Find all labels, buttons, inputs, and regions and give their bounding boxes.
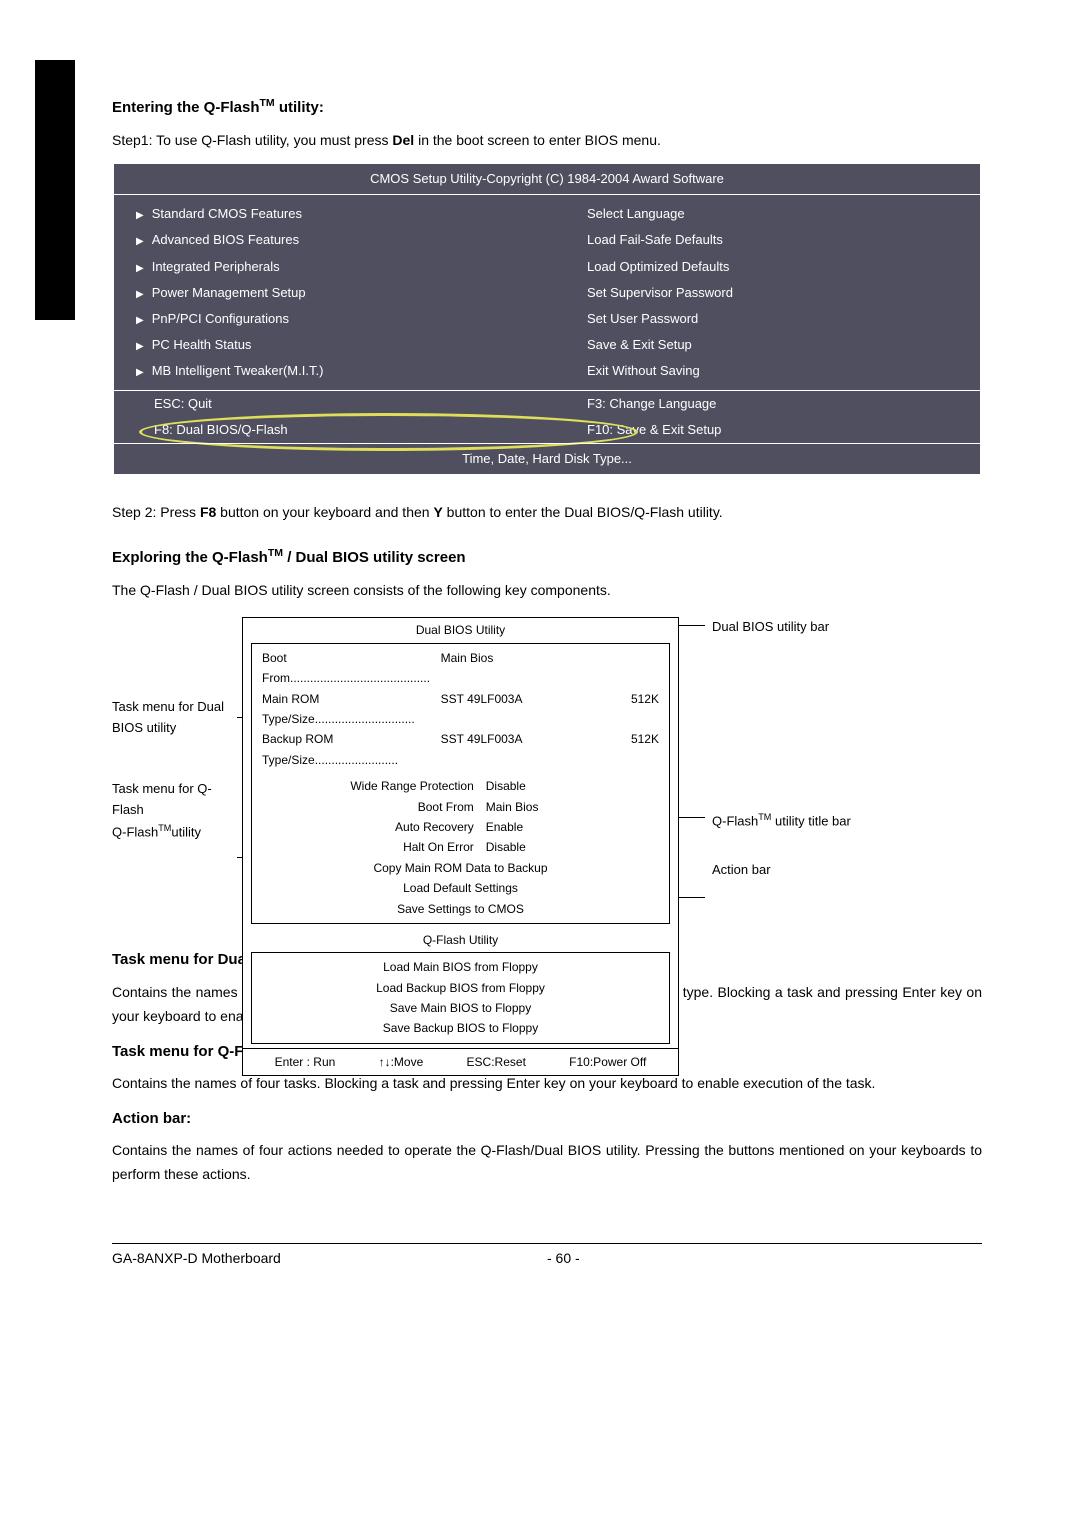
text: in the boot screen to enter BIOS menu. [414, 132, 661, 148]
kv-val: Disable [486, 837, 659, 857]
util-cmd[interactable]: Copy Main ROM Data to Backup [262, 858, 659, 878]
util-action-bar: Enter : Run ↑↓:Move ESC:Reset F10:Power … [243, 1048, 678, 1075]
text: button on your keyboard and then [216, 504, 433, 520]
kv-key: Wide Range Protection [262, 776, 486, 796]
step2-text: Step 2: Press F8 button on your keyboard… [112, 501, 982, 525]
action-f10: F10:Power Off [569, 1052, 646, 1072]
sidebar-bar: English [35, 60, 75, 320]
connector-line [677, 817, 705, 818]
sidebar-language: English [74, 184, 106, 284]
menu-item[interactable]: Load Fail-Safe Defaults [587, 227, 960, 253]
cmos-setup-utility: CMOS Setup Utility-Copyright (C) 1984-20… [112, 162, 982, 476]
util-cmd[interactable]: Load Main BIOS from Floppy [262, 957, 659, 977]
label-dual-bios-bar: Dual BIOS utility bar [712, 617, 942, 638]
step1-text: Step1: To use Q-Flash utility, you must … [112, 129, 982, 153]
cmos-left-column: ▶Standard CMOS Features ▶Advanced BIOS F… [114, 195, 547, 390]
util-cmd[interactable]: Save Main BIOS to Floppy [262, 998, 659, 1018]
menu-item[interactable]: Power Management Setup [152, 285, 306, 300]
kv-val: Main Bios [486, 797, 659, 817]
heading-text: utility: [275, 99, 324, 116]
util-title-qflash: Q-Flash Utility [243, 928, 678, 952]
kv-key: Halt On Error [262, 837, 486, 857]
kv-val: Disable [486, 776, 659, 796]
menu-item[interactable]: Standard CMOS Features [152, 206, 302, 221]
footer: GA-8ANXP-D Motherboard - 60 - [112, 1250, 982, 1266]
connector-line [677, 625, 705, 626]
menu-item[interactable]: PnP/PCI Configurations [152, 311, 289, 326]
util-title-dual: Dual BIOS Utility [243, 618, 678, 642]
key-y: Y [433, 504, 442, 520]
text: Step 2: Press [112, 504, 200, 520]
util-cmd[interactable]: Load Backup BIOS from Floppy [262, 978, 659, 998]
heading-entering-qflash: Entering the Q-FlashTM utility: [112, 95, 982, 121]
action-move: ↑↓:Move [379, 1052, 424, 1072]
heading-text: Exploring the Q-Flash [112, 549, 268, 566]
menu-item[interactable]: Load Optimized Defaults [587, 254, 960, 280]
util-cmd[interactable]: Save Backup BIOS to Floppy [262, 1018, 659, 1038]
util-qflash-block: Load Main BIOS from Floppy Load Backup B… [251, 952, 670, 1044]
text: Step1: To use Q-Flash utility, you must … [112, 132, 392, 148]
exploring-desc: The Q-Flash / Dual BIOS utility screen c… [112, 579, 982, 603]
label-qflash-title-bar: Q-FlashTM utility title bar [712, 810, 942, 832]
action-esc: ESC:Reset [467, 1052, 526, 1072]
key-f3: F3: Change Language [547, 391, 980, 417]
util-cmd[interactable]: Load Default Settings [262, 878, 659, 898]
heading-exploring: Exploring the Q-FlashTM / Dual BIOS util… [112, 545, 982, 571]
label-task-dualbios: Task menu for Dual BIOS utility [112, 697, 237, 739]
label-action-bar: Action bar [712, 860, 942, 881]
action-enter: Enter : Run [275, 1052, 336, 1072]
label-task-qflash: Task menu for Q-Flash Q-FlashTMutility [112, 779, 237, 843]
heading-action-bar: Action bar: [112, 1106, 982, 1132]
tm-mark: TM [268, 547, 283, 559]
menu-item[interactable]: Set Supervisor Password [587, 280, 960, 306]
kv-key: Boot From [262, 797, 486, 817]
tm-mark: TM [260, 97, 275, 109]
menu-item[interactable]: Save & Exit Setup [587, 332, 960, 358]
footer-page: - 60 - [547, 1250, 556, 1266]
heading-text: Entering the Q-Flash [112, 99, 260, 116]
heading-text: / Dual BIOS utility screen [283, 549, 466, 566]
cmos-status-line: Time, Date, Hard Disk Type... [114, 443, 980, 474]
footer-rule [112, 1243, 982, 1244]
key-del: Del [392, 132, 414, 148]
menu-item[interactable]: Integrated Peripherals [152, 259, 280, 274]
menu-item[interactable]: PC Health Status [152, 337, 252, 352]
footer-product: GA-8ANXP-D Motherboard [112, 1250, 547, 1266]
para-action-bar: Contains the names of four actions neede… [112, 1139, 982, 1187]
menu-item[interactable]: Select Language [587, 201, 960, 227]
menu-item[interactable]: Exit Without Saving [587, 358, 960, 384]
dual-bios-utility-box: Dual BIOS Utility Boot From.............… [242, 617, 679, 1076]
menu-item[interactable]: Advanced BIOS Features [152, 232, 299, 247]
kv-val: Enable [486, 817, 659, 837]
util-cmd[interactable]: Save Settings to CMOS [262, 899, 659, 919]
cmos-right-column: Select Language Load Fail-Safe Defaults … [547, 195, 980, 390]
menu-item[interactable]: Set User Password [587, 306, 960, 332]
connector-line [677, 897, 705, 898]
util-info-block: Boot From...............................… [251, 643, 670, 924]
menu-item[interactable]: MB Intelligent Tweaker(M.I.T.) [152, 363, 324, 378]
cmos-title: CMOS Setup Utility-Copyright (C) 1984-20… [114, 164, 980, 195]
key-f8: F8 [200, 504, 216, 520]
kv-key: Auto Recovery [262, 817, 486, 837]
dual-bios-figure: Task menu for Dual BIOS utility Task men… [112, 617, 982, 927]
text: button to enter the Dual BIOS/Q-Flash ut… [443, 504, 723, 520]
